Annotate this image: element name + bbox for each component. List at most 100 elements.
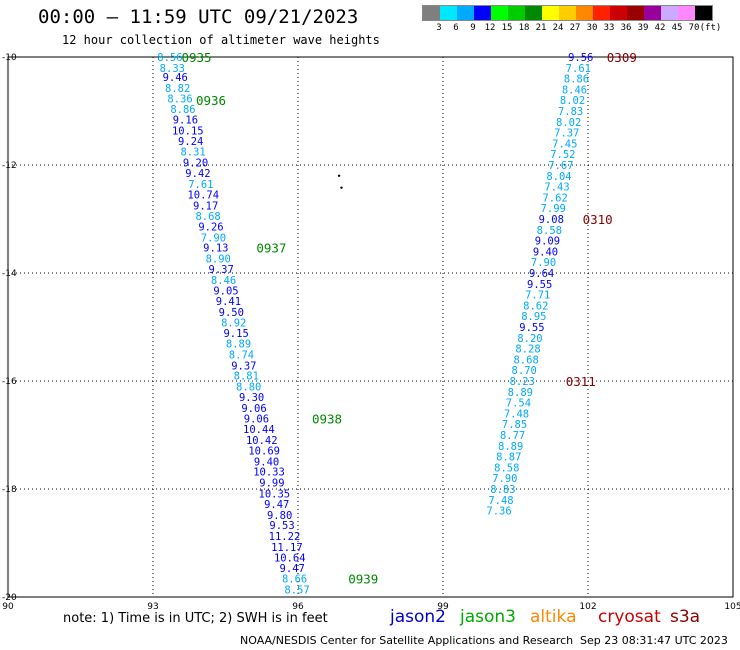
wave-height-value: 8.46 xyxy=(211,275,236,287)
wave-height-value: 10.33 xyxy=(253,467,285,479)
wave-height-value: 9.55 xyxy=(527,279,552,291)
legend-swatch xyxy=(474,6,491,20)
y-tick-label: -20 xyxy=(2,593,17,603)
wave-height-value: 8.04 xyxy=(546,171,571,183)
wave-height-value: 8.89 xyxy=(508,387,533,399)
wave-height-value: 7.54 xyxy=(506,398,531,410)
legend-tick-label: 42 xyxy=(654,23,666,33)
wave-height-value: 8.58 xyxy=(537,225,562,237)
wave-height-value: 7.36 xyxy=(486,506,511,518)
wave-height-value: 8.82 xyxy=(165,83,190,95)
wave-height-value: 8.87 xyxy=(496,452,521,464)
legend-tick-label: (ft) xyxy=(699,23,722,33)
legend-tick-label: 12 xyxy=(484,23,496,33)
wave-height-value: 7.62 xyxy=(542,192,567,204)
wave-height-value: 9.17 xyxy=(193,201,218,213)
legend-tick-label: 15 xyxy=(501,23,513,33)
wave-height-value: 10.69 xyxy=(248,446,280,458)
wave-height-value: 9.47 xyxy=(280,563,305,575)
legend-tick-label: 39 xyxy=(637,23,649,33)
plot-frame xyxy=(7,56,734,598)
legend-swatch xyxy=(423,6,440,20)
x-tick-label: 90 xyxy=(2,602,14,612)
wave-height-value: 9.24 xyxy=(178,136,203,148)
wave-height-value: 9.06 xyxy=(241,403,266,415)
satellite-label-altika: altika xyxy=(530,607,577,627)
legend-tick-label: 45 xyxy=(671,23,683,33)
pass-time-label: 0311 xyxy=(566,374,596,389)
wave-height-value: 7.45 xyxy=(552,138,577,150)
wave-height-value: 8.36 xyxy=(167,94,192,106)
wave-height-value: 9.47 xyxy=(264,499,289,511)
legend-swatches xyxy=(422,5,713,21)
wave-height-value: 7.61 xyxy=(566,63,591,75)
wave-height-value: 8.92 xyxy=(221,318,246,330)
pass-time-label: 0938 xyxy=(312,411,342,426)
wave-height-value: 9.56 xyxy=(568,52,593,64)
wave-height-value: 7.52 xyxy=(550,149,575,161)
wave-height-value: 9.40 xyxy=(254,456,279,468)
y-tick-label: -10 xyxy=(2,53,17,63)
x-tick-label: 96 xyxy=(292,602,304,612)
legend-swatch xyxy=(627,6,644,20)
wave-height-value: 8.70 xyxy=(512,365,537,377)
wave-height-value: 7.61 xyxy=(188,179,213,191)
legend-swatch xyxy=(695,6,712,20)
pass-time-label: 0937 xyxy=(256,241,286,256)
x-tick-label: 93 xyxy=(147,602,158,612)
legend-tick-label: 33 xyxy=(603,23,615,33)
wave-height-value: 9.55 xyxy=(519,322,544,334)
wave-height-value: 8.89 xyxy=(226,339,251,351)
legend-swatch xyxy=(678,6,695,20)
legend-tick-label: 9 xyxy=(470,23,476,33)
wave-height-value: 10.64 xyxy=(274,553,306,565)
wave-height-value: 7.43 xyxy=(544,182,569,194)
legend-swatch xyxy=(559,6,576,20)
wave-height-value: 10.44 xyxy=(243,424,275,436)
y-tick-label: -18 xyxy=(2,485,17,495)
wave-height-value: 9.09 xyxy=(535,236,560,248)
y-tick-label: -14 xyxy=(2,269,17,279)
wave-height-value: 9.26 xyxy=(198,222,223,234)
wave-height-value: 7.90 xyxy=(531,257,556,269)
wave-height-value: 8.23 xyxy=(510,376,535,388)
legend-swatch xyxy=(661,6,678,20)
wave-height-value: 9.46 xyxy=(163,72,188,84)
wave-height-value: 8.62 xyxy=(523,300,548,312)
legend-tick-label: 3 xyxy=(436,23,442,33)
legend-tick-label: 24 xyxy=(552,23,564,33)
legend-swatch xyxy=(508,6,525,20)
satellite-label-jason3: jason3 xyxy=(460,607,516,627)
legend-labels: 3 6 9 12 15 18 21 24 27 30 33 36 39 42 45 70 (ft) xyxy=(422,21,721,35)
wave-height-value: 7.90 xyxy=(492,473,517,485)
y-tick-label: -16 xyxy=(2,377,17,387)
wave-height-value: 9.41 xyxy=(216,296,241,308)
legend-swatch xyxy=(610,6,627,20)
wave-height-value: 11.22 xyxy=(269,531,301,543)
wave-height-value: 8.56 xyxy=(157,52,182,64)
legend-swatch xyxy=(576,6,593,20)
x-tick-label: 105 xyxy=(724,602,740,612)
wave-height-value: 9.64 xyxy=(529,268,554,280)
wave-height-value: 9.30 xyxy=(239,392,264,404)
color-legend: 3 6 9 12 15 18 21 24 27 30 33 36 39 42 45 70 (ft) xyxy=(422,5,721,35)
y-tick-label: -12 xyxy=(2,161,17,171)
legend-swatch xyxy=(542,6,559,20)
wave-height-value: 7.48 xyxy=(504,408,529,420)
x-tick-label: 99 xyxy=(437,602,449,612)
legend-tick-label: 30 xyxy=(586,23,598,33)
wave-height-value: 9.53 xyxy=(269,520,294,532)
wave-height-value: 9.99 xyxy=(259,478,284,490)
island-marker xyxy=(337,174,341,177)
wave-height-value: 9.15 xyxy=(223,328,248,340)
wave-height-value: 9.16 xyxy=(173,115,198,127)
legend-swatch xyxy=(593,6,610,20)
legend-swatch xyxy=(644,6,661,20)
generated-timestamp: Sep 23 08:31:47 UTC 2023 xyxy=(580,634,728,647)
legend-tick-label: 18 xyxy=(518,23,530,33)
note-text: note: 1) Time is in UTC; 2) SWH is in fe… xyxy=(63,611,328,626)
wave-height-value: 10.74 xyxy=(187,190,219,202)
wave-height-value: 8.95 xyxy=(521,311,546,323)
wave-height-value: 8.80 xyxy=(236,381,261,393)
page-subtitle: 12 hour collection of altimeter wave hei… xyxy=(62,33,380,47)
